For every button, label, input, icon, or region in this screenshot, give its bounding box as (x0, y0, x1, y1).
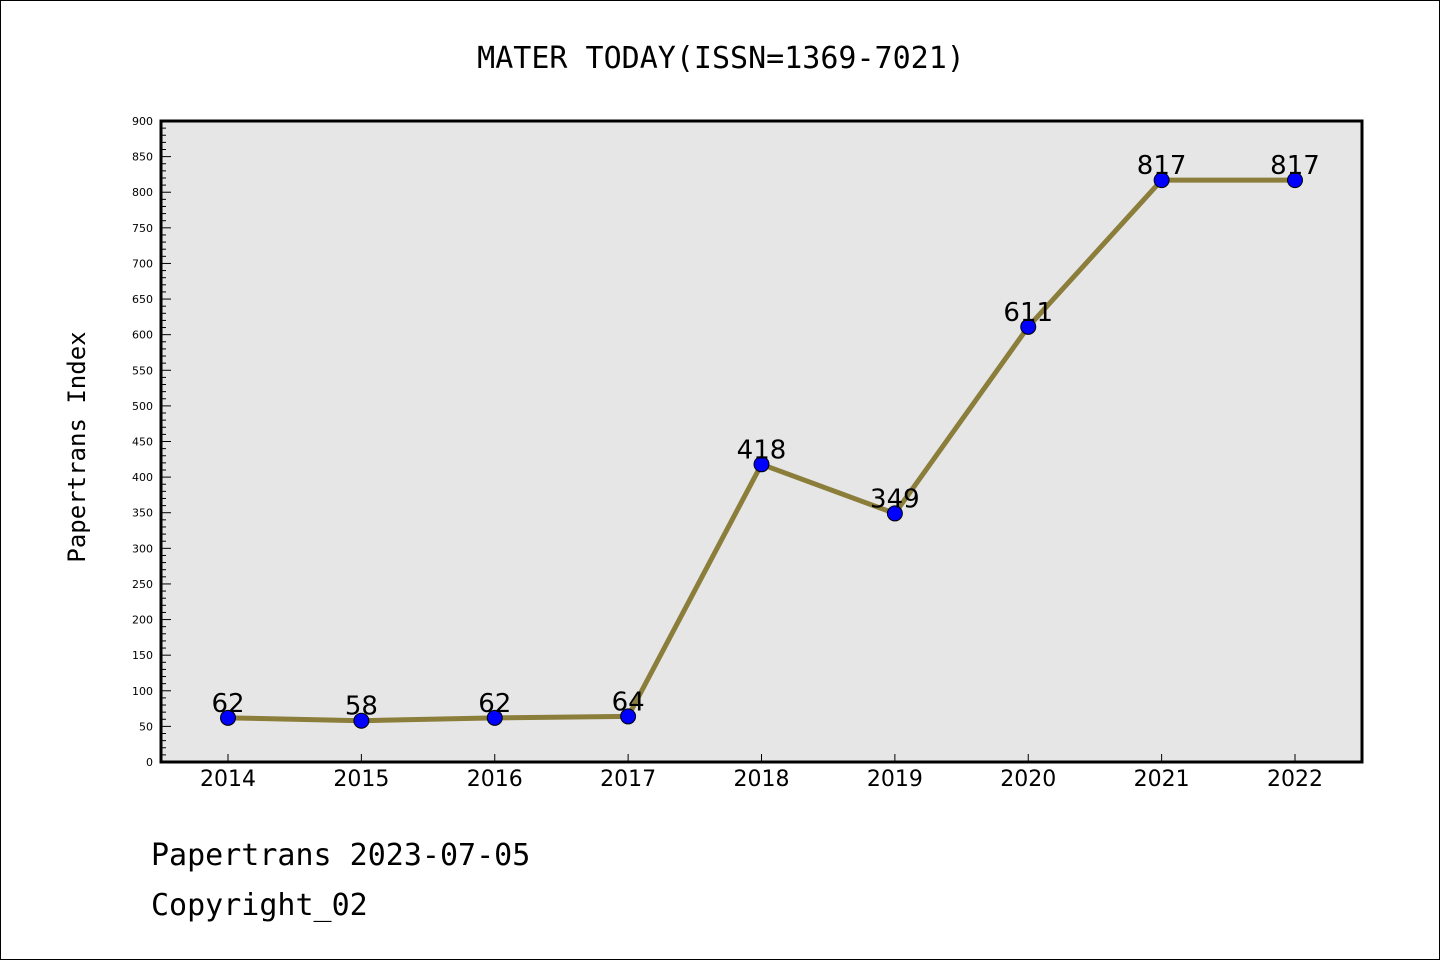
y-tick-label: 700 (132, 257, 153, 270)
data-point-marker (1287, 172, 1303, 189)
y-tick-label: 100 (132, 685, 153, 698)
data-label: 62 (211, 689, 244, 719)
x-tick-label: 2020 (1000, 767, 1056, 792)
data-point-marker (753, 456, 770, 473)
y-tick-label: 50 (139, 720, 153, 733)
y-axis-label: Papertrans Index (63, 331, 91, 562)
data-point-marker (486, 709, 503, 726)
x-tick-label: 2014 (200, 767, 256, 792)
x-tick-label: 2015 (333, 767, 389, 792)
data-label: 817 (1137, 151, 1187, 181)
y-tick-label: 550 (132, 364, 153, 377)
y-tick-label: 350 (132, 507, 153, 520)
y-tick-label: 300 (132, 542, 153, 555)
data-point-marker (353, 712, 370, 729)
y-tick-label: 200 (132, 614, 153, 627)
x-tick-label: 2017 (600, 767, 656, 792)
y-tick-label: 750 (132, 222, 153, 235)
series-layer: 62 58 62 64 418 349 611 817 817 (211, 151, 1320, 729)
data-point-marker (620, 708, 637, 725)
x-tick-label: 2022 (1267, 767, 1323, 792)
data-label: 418 (737, 435, 787, 465)
data-label: 817 (1270, 151, 1320, 181)
y-tick-label: 450 (132, 436, 153, 449)
data-point-marker (886, 505, 903, 522)
y-axis: 0 50 100 150 200 250 300 350 400 450 500 550 600 650 7… (132, 115, 171, 769)
y-tick-label: 600 (132, 329, 153, 342)
y-tick-label: 850 (132, 151, 153, 164)
data-label: 349 (870, 484, 920, 514)
x-tick-label: 2016 (467, 767, 523, 792)
plot-area (161, 121, 1362, 762)
y-tick-label: 250 (132, 578, 153, 591)
data-point-marker (1153, 172, 1170, 189)
data-label: 611 (1003, 298, 1053, 328)
x-tick-label: 2021 (1134, 767, 1190, 792)
y-tick-label: 800 (132, 186, 153, 199)
x-axis: 2014 2015 2016 2017 2018 2019 2020 2021 2022 (200, 754, 1323, 792)
y-tick-label: 150 (132, 649, 153, 662)
data-label: 62 (478, 689, 511, 719)
data-label: 58 (345, 692, 378, 722)
footer-date-label: Papertrans 2023-07-05 (151, 838, 530, 873)
footer-copyright-label: Copyright_02 (151, 888, 368, 923)
y-tick-label: 400 (132, 471, 153, 484)
y-tick-label: 900 (132, 115, 153, 128)
y-tick-label: 500 (132, 400, 153, 413)
data-point-marker (1020, 318, 1037, 335)
plot-border (159, 119, 1364, 764)
y-tick-label: 0 (146, 756, 153, 769)
x-tick-label: 2019 (867, 767, 923, 792)
x-tick-label: 2018 (734, 767, 790, 792)
data-point-marker (220, 709, 236, 726)
y-tick-label: 650 (132, 293, 153, 306)
data-label: 64 (612, 687, 645, 717)
chart-title: MATER TODAY(ISSN=1369-7021) (477, 41, 965, 76)
